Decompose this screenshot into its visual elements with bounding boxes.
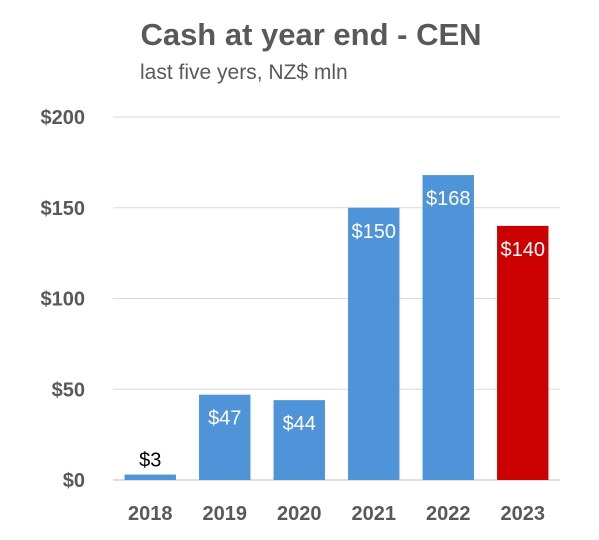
x-tick-label: 2018 <box>128 503 173 525</box>
data-labels: $3 $47 $44 $150 $168 $140 <box>139 188 545 471</box>
data-label-2021: $150 <box>352 221 397 243</box>
y-tick-label: $0 <box>63 470 85 492</box>
y-tick-label: $200 <box>41 107 86 129</box>
bar-2020 <box>273 400 325 480</box>
x-tick-label: 2022 <box>426 503 471 525</box>
y-tick-label: $150 <box>41 198 86 220</box>
data-label-2019: $47 <box>208 408 241 430</box>
data-label-2018: $3 <box>139 450 161 472</box>
x-tick-label: 2019 <box>203 503 248 525</box>
data-label-2020: $44 <box>283 413 316 435</box>
x-tick-label: 2023 <box>501 503 546 525</box>
bar-2018 <box>124 474 176 480</box>
chart-title: Cash at year end - CEN <box>140 17 481 52</box>
data-label-2023: $140 <box>501 239 546 261</box>
data-label-2022: $168 <box>426 188 471 210</box>
bar-2022 <box>422 175 474 480</box>
x-tick-label: 2021 <box>352 503 397 525</box>
bars <box>124 175 549 480</box>
x-axis-ticks: 2018 2019 2020 2021 2022 2023 <box>128 503 545 525</box>
gridlines <box>113 116 560 481</box>
y-axis-ticks: $0 $50 $100 $150 $200 <box>41 107 86 492</box>
bar-2021 <box>348 207 400 480</box>
bar-2023 <box>497 225 549 480</box>
chart-subtitle: last five yers, NZ$ mln <box>140 61 348 84</box>
y-tick-label: $50 <box>52 379 85 401</box>
bar-2019 <box>199 394 251 480</box>
y-tick-label: $100 <box>41 289 86 311</box>
x-tick-label: 2020 <box>277 503 322 525</box>
